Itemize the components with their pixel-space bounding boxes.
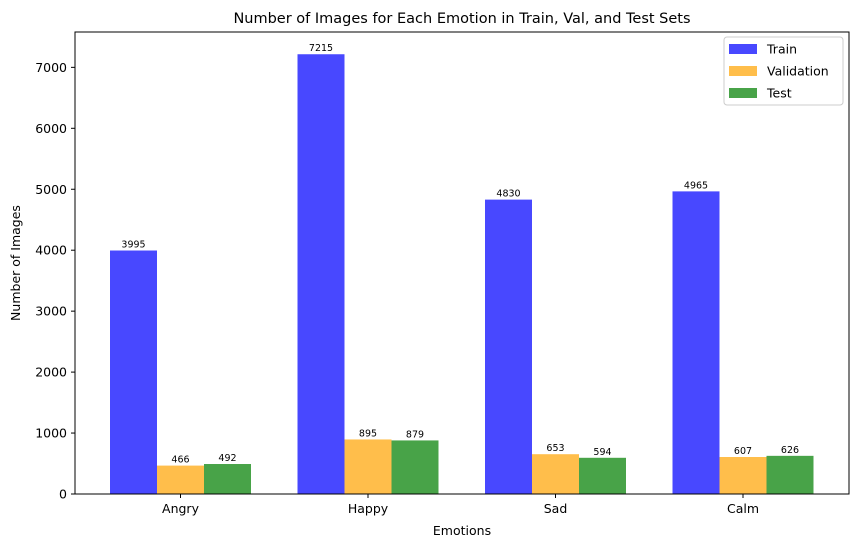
x-tick-label: Sad xyxy=(544,501,568,516)
legend-swatch-validation xyxy=(729,66,757,76)
x-tick-label: Calm xyxy=(727,501,759,516)
bar-test-angry xyxy=(204,464,251,494)
bar-test-happy xyxy=(391,440,439,494)
y-tick-label: 7000 xyxy=(35,60,67,75)
chart-title: Number of Images for Each Emotion in Tra… xyxy=(233,11,690,27)
bar-validation-happy xyxy=(344,439,392,494)
bar-validation-calm xyxy=(719,457,767,494)
bar-value-label: 4830 xyxy=(496,189,520,200)
bar-value-label: 466 xyxy=(171,455,189,466)
bar-train-happy xyxy=(297,54,345,494)
y-tick-label: 0 xyxy=(59,487,67,502)
bar-train-angry xyxy=(110,250,157,494)
y-tick-label: 5000 xyxy=(35,182,67,197)
bar-train-sad xyxy=(485,199,532,495)
bar-value-label: 653 xyxy=(546,443,564,454)
legend-swatch-train xyxy=(729,44,757,54)
legend-label-validation: Validation xyxy=(767,64,829,79)
y-tick-label: 2000 xyxy=(35,365,67,380)
bar-validation-angry xyxy=(157,465,204,494)
legend: Train Validation Test xyxy=(723,36,844,106)
bar-value-label: 626 xyxy=(781,445,799,456)
bars-group xyxy=(110,54,814,495)
bar-train-calm xyxy=(672,191,720,494)
y-tick-label: 3000 xyxy=(35,304,67,319)
bar-validation-sad xyxy=(532,454,579,494)
x-axis: Angry Happy Sad Calm xyxy=(162,494,759,516)
x-axis-label: Emotions xyxy=(433,523,491,538)
bar-labels-group: 3995 7215 4830 4965 466 895 653 607 492 879 594 626 xyxy=(121,43,799,465)
legend-swatch-test xyxy=(729,88,757,98)
bar-value-label: 594 xyxy=(593,447,611,458)
plot-frame xyxy=(74,31,850,495)
legend-label-test: Test xyxy=(766,86,792,101)
bar-value-label: 879 xyxy=(406,429,424,440)
y-tick-label: 6000 xyxy=(35,121,67,136)
bar-value-label: 7215 xyxy=(309,43,333,54)
y-axis: 0 1000 2000 3000 4000 5000 6000 7000 xyxy=(35,60,75,502)
y-axis-label: Number of Images xyxy=(8,205,23,321)
bar-value-label: 3995 xyxy=(121,240,145,251)
x-tick-label: Angry xyxy=(162,501,200,516)
bar-test-sad xyxy=(579,457,626,494)
bar-test-calm xyxy=(766,455,814,494)
bar-value-label: 492 xyxy=(218,453,236,464)
y-tick-label: 4000 xyxy=(35,243,67,258)
bar-value-label: 607 xyxy=(734,446,752,457)
x-tick-label: Happy xyxy=(348,501,389,516)
bar-value-label: 895 xyxy=(359,428,377,439)
legend-label-train: Train xyxy=(766,42,797,57)
y-tick-label: 1000 xyxy=(35,426,67,441)
bar-value-label: 4965 xyxy=(684,180,708,191)
